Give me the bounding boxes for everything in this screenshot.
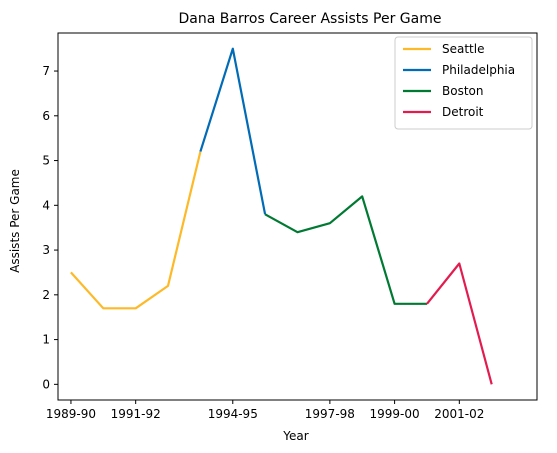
chart-title: Dana Barros Career Assists Per Game [179,11,442,27]
plot-area: 1989-90 1991-92 1994-95 1997-98 1999-00 2001-… [42,32,538,421]
y-tick-label: 6 [42,109,50,123]
series-line-detroit [426,262,493,385]
legend-label: Philadelphia [442,63,515,77]
x-tick-label: 2001-02 [434,407,484,421]
y-tick-label: 4 [42,198,50,212]
x-tick-label: 1989-90 [46,407,96,421]
legend: Seattle Philadelphia Boston Detroit [394,36,533,130]
y-tick-label: 0 [42,377,50,391]
legend-box [394,36,533,130]
series-line-boston [264,195,427,305]
legend-label: Seattle [442,42,484,56]
plot-frame [57,32,538,401]
x-tick-label: 1994-95 [208,407,258,421]
y-tick-label: 1 [42,333,50,347]
x-tick-label: 1997-98 [305,407,355,421]
y-tick-label: 2 [42,288,50,302]
y-tick-label: 7 [42,64,50,78]
y-tick-label: 5 [42,154,50,168]
series-line-seattle [70,151,202,310]
series-line-philadelphia [199,47,267,215]
y-axis-label: Assists Per Game [8,169,22,273]
x-tick-label: 1991-92 [111,407,161,421]
legend-label: Detroit [442,105,484,119]
y-tick-label: 3 [42,243,50,257]
x-axis-label: Year [282,429,308,443]
legend-label: Boston [442,84,483,98]
x-tick-label: 1999-00 [370,407,420,421]
